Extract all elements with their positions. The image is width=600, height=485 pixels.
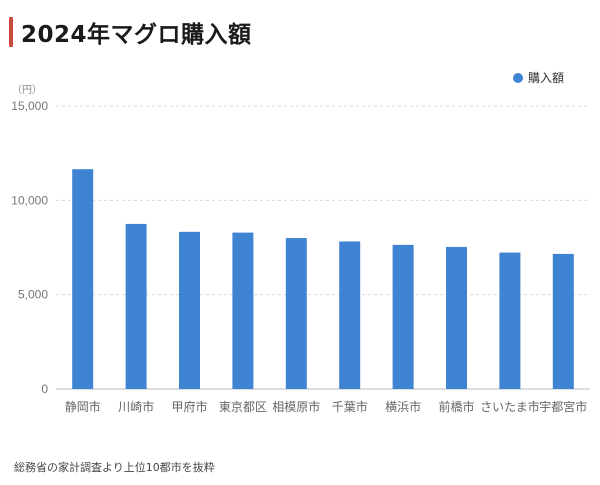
y-unit-label: （円） <box>12 84 42 96</box>
chart-title: 2024年マグロ購入額 <box>21 22 252 48</box>
title-block: 2024年マグロ購入額 <box>9 15 252 49</box>
x-tick-label: 静岡市 <box>65 399 101 414</box>
y-tick-label: 10,000 <box>11 193 48 207</box>
x-tick-label: 横浜市 <box>385 399 421 414</box>
x-tick-label: 甲府市 <box>171 399 207 414</box>
bar <box>72 169 94 389</box>
source-note: 総務省の家計調査より上位10都市を抜粋 <box>14 461 215 474</box>
legend-marker <box>513 73 523 83</box>
legend-label: 購入額 <box>528 71 564 85</box>
x-tick-label: 千葉市 <box>332 399 368 414</box>
bar <box>446 246 467 389</box>
x-tick-label: 東京都区 <box>219 400 267 414</box>
y-tick-label: 0 <box>41 382 48 396</box>
bar <box>392 244 414 389</box>
bar <box>499 252 521 389</box>
x-tick-label: 相模原市 <box>272 399 320 414</box>
y-tick-label: 5,000 <box>18 288 48 302</box>
title-accent-bar <box>9 17 13 47</box>
x-tick-label: 前橋市 <box>438 399 474 414</box>
x-tick-label: さいたま市 <box>480 399 540 414</box>
bar <box>552 253 574 389</box>
x-tick-label: 川崎市 <box>118 399 154 414</box>
bar <box>339 241 361 389</box>
bar <box>285 238 307 389</box>
y-tick-label: 15,000 <box>11 99 48 113</box>
bar <box>232 232 254 389</box>
x-tick-label: 宇都宮市 <box>539 399 587 414</box>
bar <box>125 223 147 389</box>
bar <box>179 231 200 389</box>
